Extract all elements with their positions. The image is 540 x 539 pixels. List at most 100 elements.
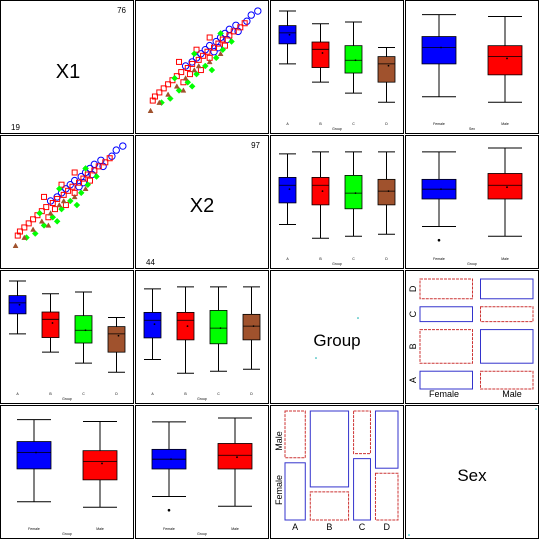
undefined-point-17 — [75, 183, 83, 191]
undefined-point-40 — [197, 67, 204, 74]
mosaic-group-sex-c-female — [353, 458, 371, 521]
box-x1-by-group-c-box — [344, 45, 363, 74]
box-row3-x2-by-group-d-tick-label: D — [250, 392, 253, 396]
panel-frame-r1-c1 — [135, 135, 269, 269]
undefined-point-52 — [184, 78, 192, 86]
diag-x2-min-label: 44 — [146, 258, 155, 267]
undefined-point-29 — [184, 65, 191, 72]
box-x1-by-sex-axis-label: Sex — [469, 127, 475, 131]
box-x2-by-group-b-tick-label: B — [319, 257, 322, 261]
undefined-point-67 — [12, 242, 19, 249]
box-x2-by-group-a-mean — [288, 188, 291, 191]
box-row4-x1-by-sex-female-tick-label: Female — [28, 527, 40, 531]
undefined-point-26 — [200, 52, 207, 59]
mosaic-sex-group-label-female: Female — [429, 389, 459, 399]
undefined-point-1 — [112, 146, 120, 154]
box-row3-x2-by-group-b-tick-label: B — [184, 392, 187, 396]
mosaic-group-sex-b-female — [309, 491, 350, 521]
box-x1-by-group-b-box — [311, 41, 330, 68]
box-row3-x2-by-group-d-box — [242, 313, 261, 341]
undefined-point-57 — [53, 217, 61, 225]
undefined-point-24 — [211, 44, 218, 51]
mosaic-group-sex-d-female — [374, 472, 399, 521]
mosaic-sex-group-male-a — [480, 370, 534, 390]
mosaic-sex-group-label-male: Male — [502, 389, 522, 399]
diag-label-x2: X2 — [190, 195, 214, 217]
undefined-point-50 — [201, 62, 209, 70]
box-x2-by-group-a-tick-label: A — [286, 257, 289, 261]
box-row3-x1-by-group-d-mean — [117, 334, 120, 337]
undefined-point-29 — [49, 200, 56, 207]
undefined-point-66 — [21, 234, 28, 240]
undefined-point-1 — [247, 11, 255, 19]
undefined-point-43 — [206, 34, 213, 41]
undefined-point-67 — [147, 107, 154, 114]
undefined-point-51 — [193, 70, 200, 78]
undefined-point-56 — [36, 209, 43, 217]
box-x2-by-sex-male-box — [487, 173, 523, 200]
box-x2-by-sex-axis-label: Group — [467, 262, 477, 266]
box-x1-by-group-b-tick-label: B — [319, 122, 322, 126]
undefined-point-25 — [204, 48, 211, 55]
panel-content: A B C D Group Female Male Sex A B C D Group Female Mal… — [8, 7, 537, 536]
box-x2-by-group-d-mean — [387, 190, 390, 193]
panel-frame-r0-c0 — [0, 0, 134, 134]
undefined-point-25 — [69, 183, 76, 190]
box-x1-by-sex-female-tick-label: Female — [433, 122, 445, 126]
box-row4-x1-by-sex-female-mean — [35, 451, 37, 454]
undefined-point-69 — [45, 222, 52, 228]
undefined-point-46 — [82, 165, 89, 172]
undefined-point-58 — [55, 185, 63, 193]
box-row3-x1-by-group-d-tick-label: D — [115, 392, 118, 396]
diag-label-x1: X1 — [56, 61, 80, 83]
mosaic-sex-group-label-b: B — [408, 343, 418, 349]
undefined-point-24 — [76, 179, 83, 186]
undefined-point-18 — [241, 20, 248, 27]
group-diag-dot-2 — [315, 357, 317, 359]
undefined-point-37 — [14, 232, 21, 239]
undefined-point-68 — [195, 62, 202, 69]
box-x2-by-sex-female-tick-label: Female — [433, 257, 445, 261]
box-row4-x1-by-sex-male-box — [82, 450, 118, 481]
undefined-point-61 — [71, 193, 78, 200]
box-x2-by-sex-female-mean — [440, 188, 442, 191]
box-x2-by-group-d-box — [377, 178, 396, 206]
undefined-point-17 — [210, 48, 218, 56]
undefined-point-22 — [219, 36, 226, 43]
undefined-point-49 — [77, 189, 85, 197]
box-row3-x1-by-group-axis-label: Group — [62, 397, 72, 401]
box-x1-by-group-a-tick-label: A — [286, 122, 289, 126]
undefined-point-51 — [58, 205, 65, 213]
undefined-point-65 — [165, 91, 171, 97]
undefined-point-56 — [171, 74, 178, 82]
undefined-point-42 — [86, 177, 93, 184]
mosaic-group-sex-label-a: A — [292, 522, 298, 532]
undefined-point-55 — [73, 201, 81, 209]
undefined-point-18 — [106, 155, 113, 162]
undefined-point-38 — [193, 46, 200, 53]
box-x1-by-sex-male-tick-label: Male — [501, 122, 509, 126]
box-x2-by-sex-male-mean — [506, 186, 508, 189]
box-x2-by-group-b-mean — [321, 190, 324, 193]
diag-label-sex: Sex — [457, 466, 487, 485]
panel-frame-r1-c3 — [405, 135, 539, 269]
panel-frame-r3-c2 — [270, 405, 404, 539]
box-x2-by-group-c-mean — [354, 192, 357, 194]
mosaic-sex-group-female-c — [419, 306, 473, 323]
mosaic-sex-group-female-b — [419, 329, 473, 364]
mosaic-sex-group-label-c: C — [408, 310, 418, 317]
mosaic-sex-group-label-a: A — [408, 377, 418, 383]
box-row3-x2-by-group-a-mean — [153, 323, 156, 326]
undefined-point-50 — [66, 197, 74, 205]
undefined-point-54 — [166, 95, 174, 102]
undefined-point-26 — [65, 187, 72, 194]
undefined-point-20 — [230, 28, 237, 35]
mosaic-sex-group-male-b — [480, 329, 534, 364]
panel-frame-r1-c0 — [0, 135, 134, 269]
undefined-point-48 — [84, 181, 92, 189]
box-x1-by-sex-female-box — [421, 36, 457, 65]
undefined-point-41 — [51, 206, 58, 213]
undefined-point-21 — [226, 32, 233, 39]
panel-frame-r2-c0 — [0, 270, 134, 404]
